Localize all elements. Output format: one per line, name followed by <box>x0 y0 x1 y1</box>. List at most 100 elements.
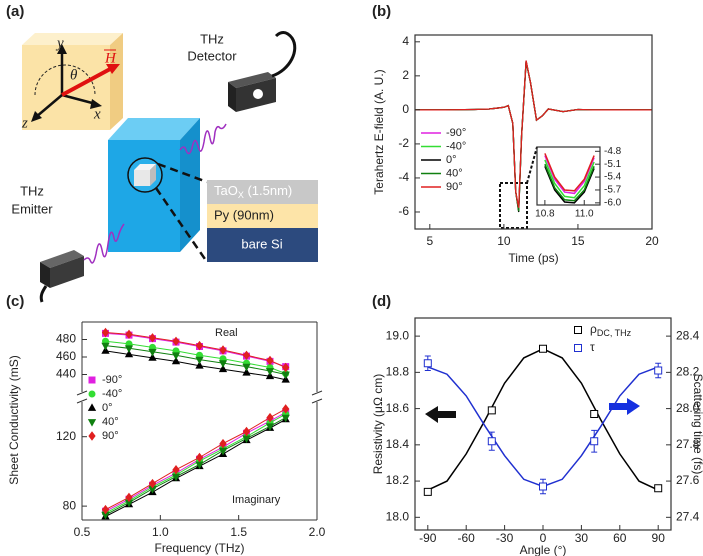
x-tick-label: 1.5 <box>230 525 247 539</box>
x-tick-label: 0 <box>540 531 547 545</box>
legend-name: ρ <box>590 322 597 336</box>
y-tick-label: 18.0 <box>386 509 410 523</box>
layer-label: Py (90nm) <box>214 207 274 222</box>
marker <box>266 355 274 366</box>
axis-title: Resistivity (μΩ cm) <box>371 374 385 475</box>
legend-label: 0° <box>446 154 457 166</box>
y-tick-label: 28.4 <box>676 328 700 342</box>
annotation: Imaginary <box>232 494 281 506</box>
marker <box>172 464 180 475</box>
y-tick-label: -4.8 <box>604 146 622 157</box>
y-tick-label: 28.2 <box>676 365 700 379</box>
marker <box>125 492 133 503</box>
marker <box>219 438 227 449</box>
x-tick-label: 20 <box>645 234 659 248</box>
panel-label: (a) <box>6 3 24 20</box>
x-tick-label: 1.0 <box>152 525 169 539</box>
y-tick-label: -2 <box>398 136 409 150</box>
layer-sub: X <box>238 190 244 200</box>
marker <box>88 390 96 398</box>
panel-label: (d) <box>372 293 391 310</box>
marker <box>148 348 157 357</box>
marker <box>281 414 290 423</box>
plot-frame <box>414 34 653 230</box>
axis-arrow <box>425 406 456 423</box>
marker <box>88 431 96 441</box>
x-tick-label: -30 <box>496 531 514 545</box>
legend-label: -90° <box>102 374 122 386</box>
marker <box>101 342 110 351</box>
y-tick-label: 18.8 <box>386 365 410 379</box>
marker <box>242 363 251 372</box>
axis-break <box>76 390 88 396</box>
layer-stack <box>207 180 318 262</box>
marker <box>101 327 110 338</box>
x-tick-label: -60 <box>458 531 476 545</box>
x-tick-label: -90 <box>419 531 437 545</box>
axis-break <box>311 398 323 404</box>
marker <box>282 404 290 414</box>
y-tick-label: 460 <box>56 349 76 363</box>
trend-line <box>105 332 286 368</box>
y-tick-label: 480 <box>56 332 76 346</box>
inset-line <box>544 155 595 195</box>
axis-title: Terahertz E-field (A. U.) <box>372 69 386 194</box>
y-tick-label: 18.6 <box>386 401 410 415</box>
marker <box>265 368 275 376</box>
sample-cube <box>83 118 227 264</box>
sample-axes-box <box>22 33 123 130</box>
emitter <box>39 250 84 303</box>
fit-line <box>427 347 659 491</box>
marker <box>87 419 97 427</box>
layer-text: (1.5nm) <box>244 183 292 198</box>
marker <box>195 340 204 351</box>
marker <box>423 359 432 368</box>
detector <box>228 31 297 112</box>
marker <box>172 336 180 346</box>
legend-sub: DC, THz <box>597 328 632 338</box>
x-tick-label: 2.0 <box>309 525 326 539</box>
detector-label: Detector <box>187 48 237 63</box>
y-tick-label: 80 <box>63 498 77 512</box>
marker <box>242 350 251 360</box>
marker <box>148 478 157 489</box>
y-tick-label: 18.4 <box>386 437 410 451</box>
trend-line <box>105 332 286 368</box>
layer-text: TaO <box>214 183 238 198</box>
inset-line <box>544 163 595 202</box>
marker <box>125 329 133 339</box>
y-tick-label: 4 <box>402 34 409 48</box>
marker <box>148 333 157 343</box>
marker <box>574 344 582 352</box>
marker <box>87 403 97 411</box>
marker <box>487 406 496 415</box>
marker <box>242 368 251 376</box>
trend-line <box>105 345 286 375</box>
zoom-box <box>499 182 528 229</box>
marker <box>219 345 227 355</box>
legend-label: 90° <box>446 181 463 193</box>
axis-z-label: z <box>21 115 28 131</box>
y-tick-label: 19.0 <box>386 328 410 342</box>
marker <box>654 366 663 375</box>
legend-label: -40° <box>102 388 122 400</box>
marker <box>218 360 228 368</box>
legend-label: ρDC, THz <box>590 322 632 338</box>
marker <box>242 426 251 437</box>
marker <box>423 487 432 496</box>
axis-break <box>311 390 323 396</box>
y-tick-label: 27.4 <box>676 509 700 523</box>
inset-line <box>544 159 595 199</box>
marker <box>124 349 134 358</box>
field-label: H <box>104 50 117 66</box>
legend-label: 0° <box>102 402 113 414</box>
marker <box>195 452 204 463</box>
y-tick-label: -6.0 <box>604 197 622 208</box>
inset-line <box>544 166 595 204</box>
y-tick-label: 27.8 <box>676 437 700 451</box>
fit-line <box>427 366 659 488</box>
layer-label: bare Si <box>241 236 282 251</box>
axis-x-label: x <box>93 106 101 122</box>
marker <box>88 376 96 384</box>
y-tick-label: 27.6 <box>676 473 700 487</box>
